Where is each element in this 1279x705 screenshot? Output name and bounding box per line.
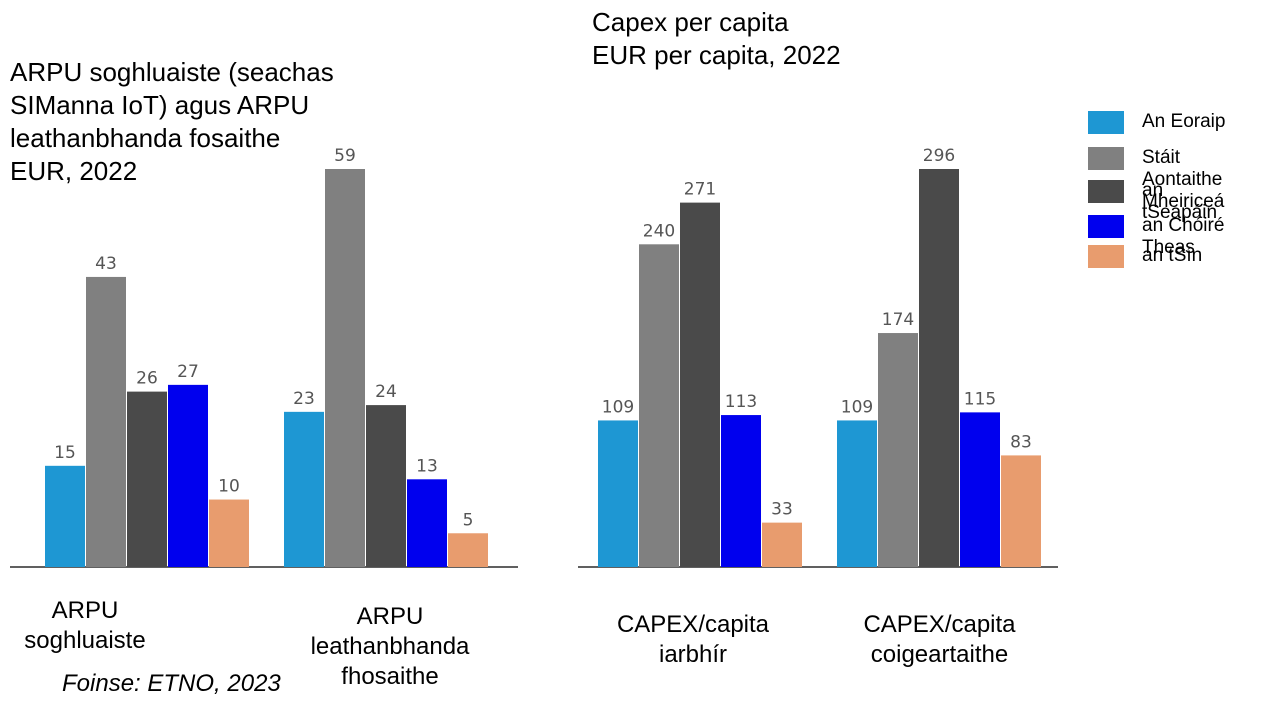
value-label-arpu-1-4: 5 xyxy=(463,510,474,530)
chart-title-capex: Capex per capita EUR per capita, 2022 xyxy=(592,7,841,70)
bar-arpu-0-4 xyxy=(209,499,249,567)
value-label-arpu-1-0: 23 xyxy=(293,389,315,409)
legend-item-south-korea: an Chóiré Theas xyxy=(1088,215,1237,259)
bar-capex-1-4 xyxy=(1001,455,1041,567)
legend-item-china: an tSín xyxy=(1088,245,1237,268)
category-label-arpu-fixed: ARPU leathanbhanda fhosaithe xyxy=(310,603,470,690)
value-label-arpu-1-3: 13 xyxy=(416,456,438,476)
value-label-capex-0-2: 271 xyxy=(684,180,716,200)
bar-arpu-0-3 xyxy=(168,384,208,567)
legend-item-usa: Stáit Aontaithe Mheiriceá xyxy=(1088,147,1237,213)
bar-arpu-0-0 xyxy=(45,465,85,567)
bar-arpu-1-1 xyxy=(325,169,365,567)
bar-capex-1-2 xyxy=(919,169,959,567)
value-label-arpu-0-3: 27 xyxy=(177,362,199,382)
bar-arpu-1-4 xyxy=(448,533,488,567)
value-label-arpu-0-0: 15 xyxy=(54,443,76,463)
value-label-arpu-0-2: 26 xyxy=(136,369,158,389)
value-label-capex-0-3: 113 xyxy=(725,392,757,412)
bar-capex-1-0 xyxy=(837,420,877,567)
value-label-capex-1-3: 115 xyxy=(964,389,996,409)
bar-capex-1-3 xyxy=(960,412,1000,567)
value-label-capex-0-0: 109 xyxy=(602,397,634,417)
chart-title-arpu: ARPU soghluaiste (seachas SIManna IoT) a… xyxy=(10,57,334,186)
bar-capex-0-4 xyxy=(762,522,802,567)
value-label-capex-1-1: 174 xyxy=(882,310,914,330)
value-label-capex-1-2: 296 xyxy=(923,146,955,166)
value-label-arpu-0-4: 10 xyxy=(218,477,240,497)
legend-swatch xyxy=(1088,111,1124,134)
legend-label: an Chóiré Theas xyxy=(1142,215,1225,258)
legend-swatch xyxy=(1088,147,1124,170)
category-label-capex-actual: CAPEX/capita iarbhír xyxy=(616,611,770,668)
bar-arpu-0-1 xyxy=(86,276,126,567)
bar-arpu-1-0 xyxy=(284,411,324,567)
legend-label: An Eoraip xyxy=(1142,111,1226,132)
bar-capex-0-3 xyxy=(721,415,761,567)
legend-label: an tSín xyxy=(1142,245,1203,266)
bar-arpu-0-2 xyxy=(127,391,167,567)
value-label-arpu-1-1: 59 xyxy=(334,146,356,166)
category-label-arpu-mobile: ARPU soghluaiste xyxy=(24,597,146,654)
bar-capex-0-2 xyxy=(680,202,720,567)
source-note: Foinse: ETNO, 2023 xyxy=(62,670,281,697)
value-label-arpu-1-2: 24 xyxy=(375,382,397,402)
value-label-capex-0-1: 240 xyxy=(643,221,675,241)
legend-swatch xyxy=(1088,180,1124,203)
value-label-arpu-0-1: 43 xyxy=(95,254,117,274)
bar-capex-1-1 xyxy=(878,333,918,567)
legend-label: Stáit Aontaithe Mheiriceá xyxy=(1142,147,1225,212)
value-label-capex-0-4: 33 xyxy=(771,500,793,520)
bar-capex-0-1 xyxy=(639,244,679,567)
value-label-capex-1-4: 83 xyxy=(1010,432,1032,452)
legend-label: an tSeapáin xyxy=(1142,180,1218,223)
bar-arpu-1-3 xyxy=(407,479,447,567)
category-label-capex-adjusted: CAPEX/capita coigeartaithe xyxy=(863,611,1016,668)
bar-arpu-1-2 xyxy=(366,405,406,567)
bar-capex-0-0 xyxy=(598,420,638,567)
legend-swatch xyxy=(1088,245,1124,268)
legend-item-europe: An Eoraip xyxy=(1088,111,1237,134)
legend-swatch xyxy=(1088,215,1124,238)
value-label-capex-1-0: 109 xyxy=(841,397,873,417)
legend-item-japan: an tSeapáin xyxy=(1088,180,1237,224)
